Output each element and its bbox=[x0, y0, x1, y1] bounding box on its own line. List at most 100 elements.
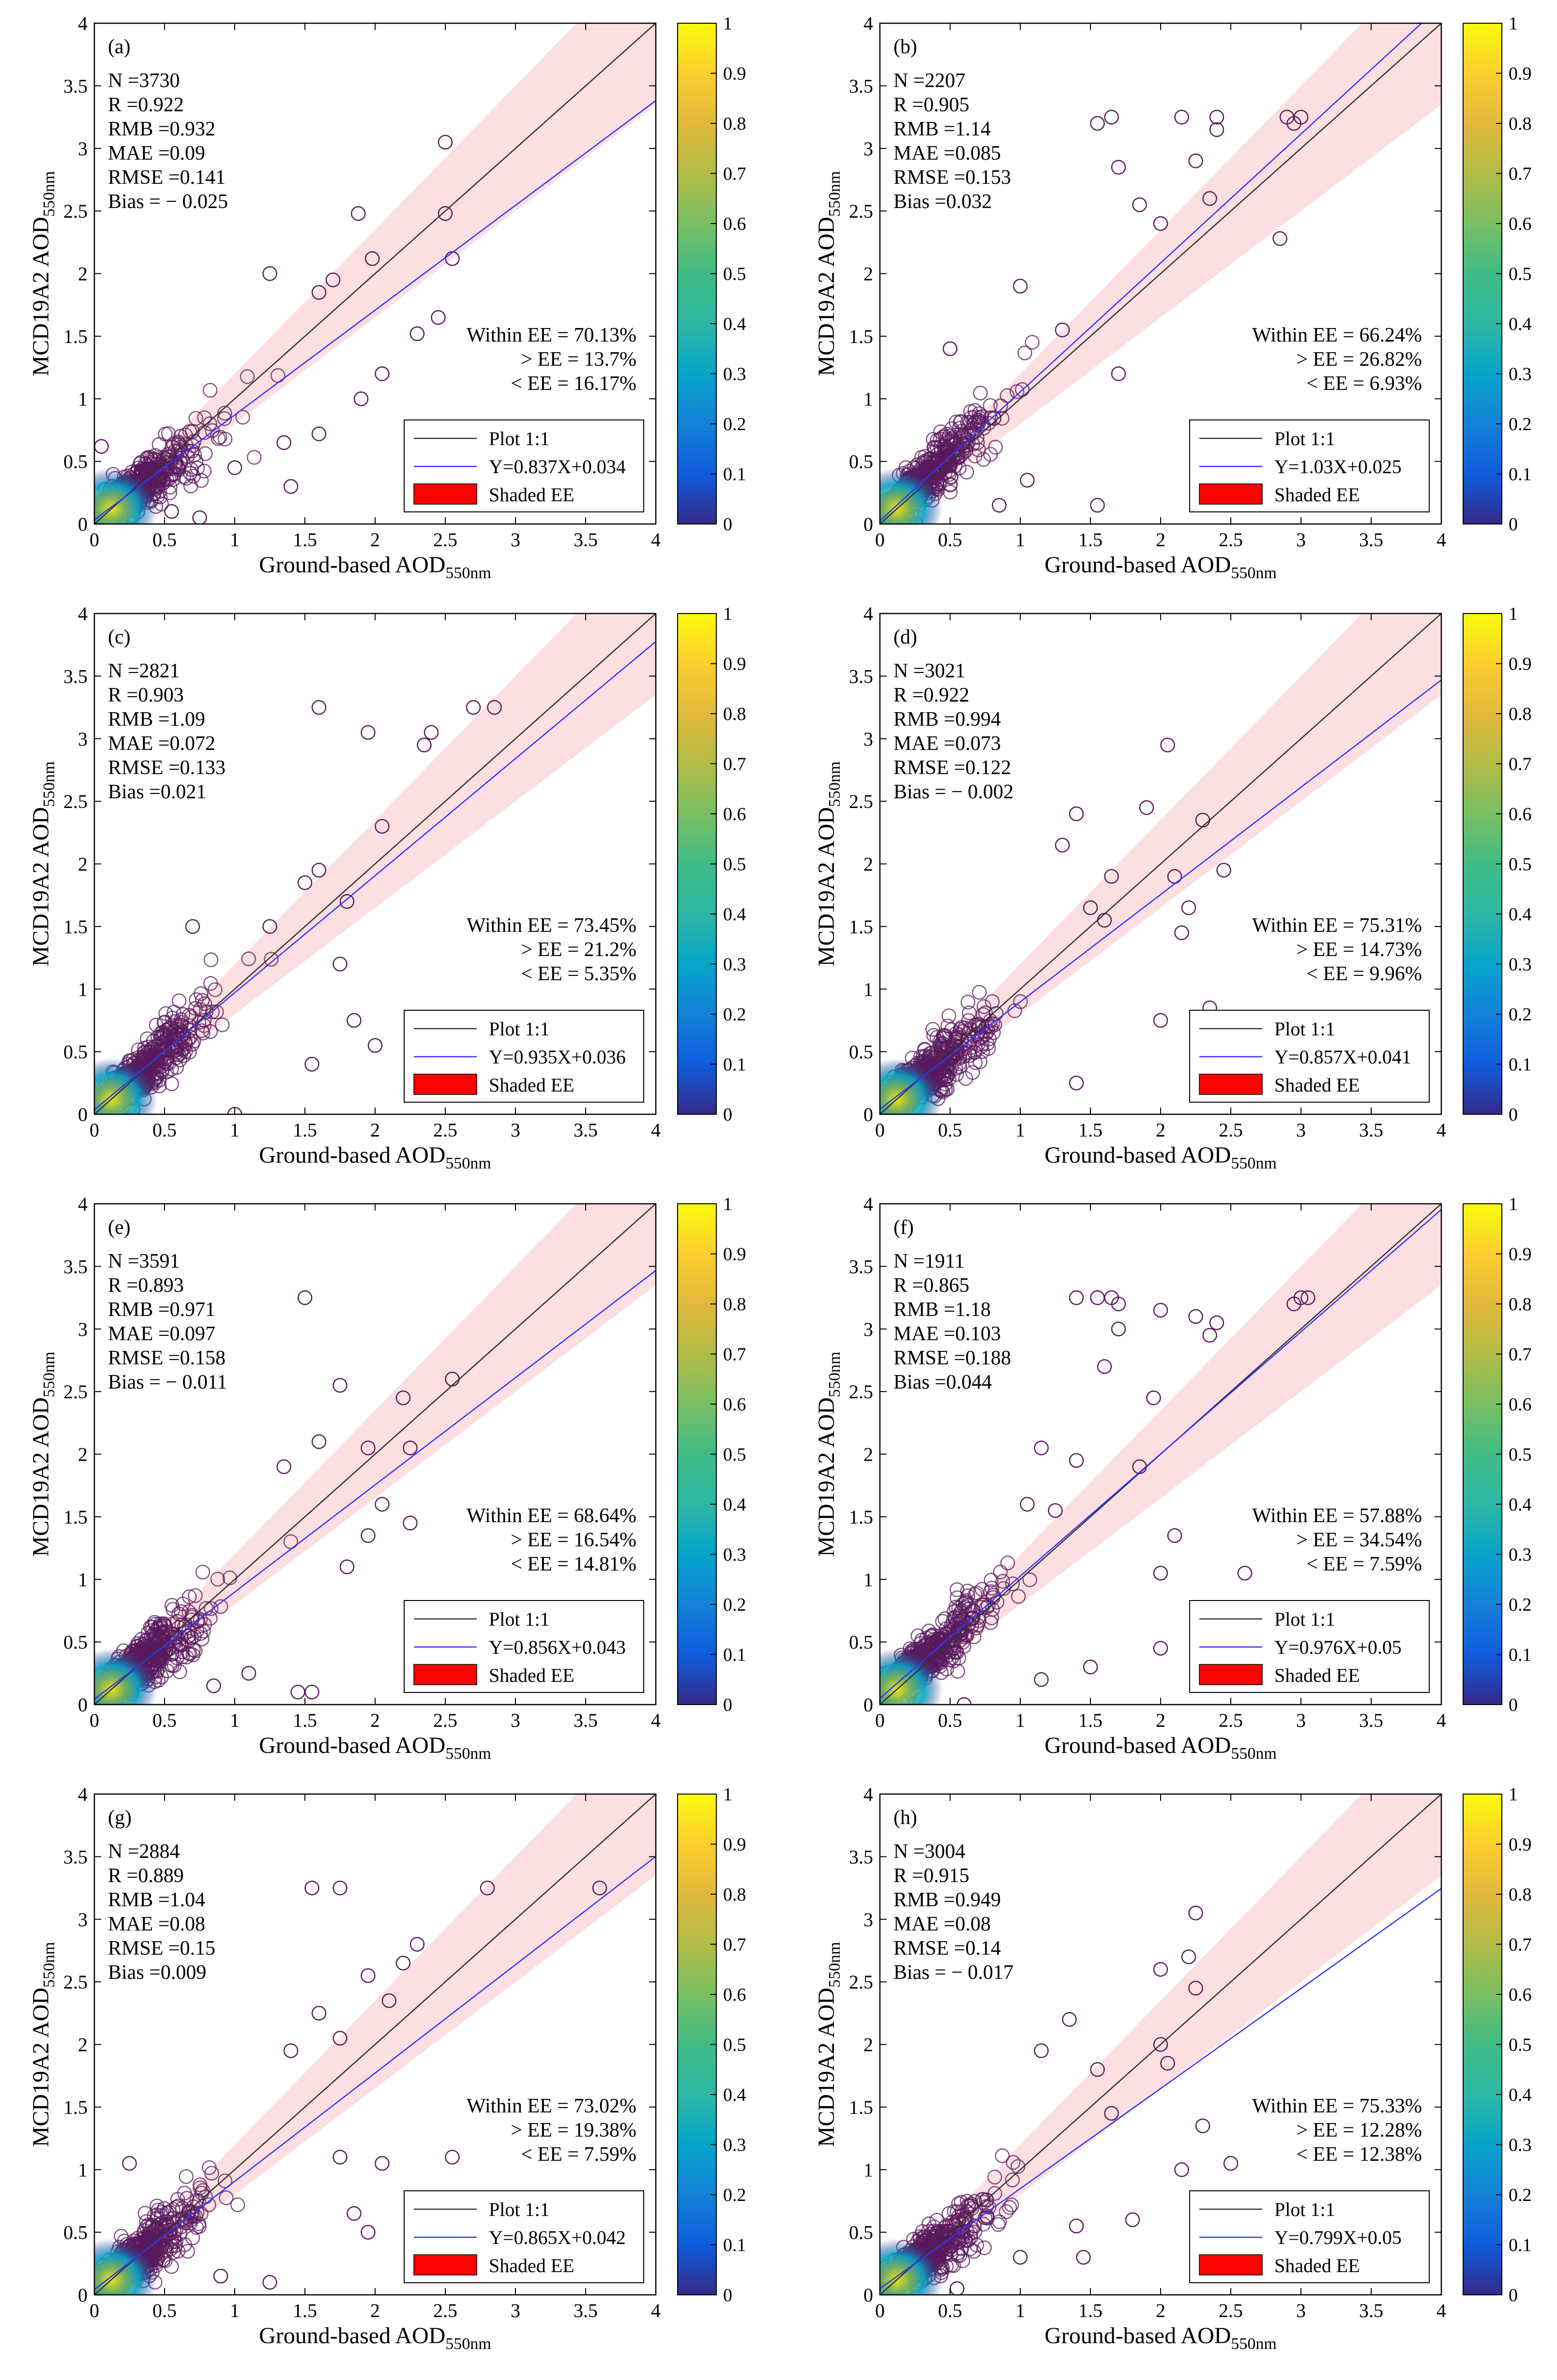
y-axis-label: MCD19A2 AOD550nm bbox=[814, 762, 844, 967]
scatter-point bbox=[227, 460, 242, 475]
plot-content bbox=[94, 1204, 656, 1705]
scatter-point bbox=[196, 1025, 211, 1041]
x-tick-label: 2.5 bbox=[433, 1709, 457, 1731]
y-axis-label: MCD19A2 AOD550nm bbox=[28, 171, 58, 376]
scatter-point bbox=[241, 951, 257, 966]
colorbar-tick-label: 0.9 bbox=[723, 654, 746, 674]
scatter-point bbox=[246, 449, 262, 465]
scatter-point bbox=[190, 1614, 205, 1629]
scatter-point bbox=[423, 725, 439, 740]
scatter-point bbox=[311, 1434, 327, 1449]
scatter-point bbox=[276, 435, 291, 450]
legend-fit-label: Y=0.837X+0.034 bbox=[489, 456, 626, 478]
colorbar-tick-label: 0.1 bbox=[723, 1055, 746, 1075]
x-tick-label: 1.5 bbox=[1078, 529, 1103, 551]
scatter-point bbox=[956, 1697, 972, 1705]
stat-text: R =0.922 bbox=[108, 94, 184, 116]
panel-label: (c) bbox=[108, 626, 131, 648]
scatter-point bbox=[158, 1006, 173, 1021]
colorbar-tick-label: 0.9 bbox=[723, 64, 746, 84]
scatter-point bbox=[188, 1588, 203, 1603]
scatter-point bbox=[1025, 335, 1040, 350]
scatter-point bbox=[970, 1617, 985, 1633]
one-to-one-line bbox=[880, 614, 1441, 1114]
x-tick-label: 0 bbox=[90, 1119, 99, 1141]
legend-one-to-one-label: Plot 1:1 bbox=[1274, 1608, 1335, 1630]
scatter-point bbox=[943, 477, 958, 492]
x-axis-label-main: Ground-based AOD bbox=[259, 552, 445, 578]
scatter-point bbox=[945, 1641, 960, 1656]
scatter-point bbox=[151, 467, 166, 482]
scatter-point bbox=[950, 1663, 966, 1679]
scatter-point bbox=[171, 461, 186, 476]
plot-content bbox=[94, 1794, 656, 2295]
scatter-point bbox=[1069, 1076, 1084, 1091]
x-tick-label: 1 bbox=[230, 529, 240, 551]
scatter-point bbox=[993, 1564, 1008, 1580]
ee-stat-text: > EE = 21.2% bbox=[521, 939, 636, 961]
y-tick-label: 1.5 bbox=[63, 326, 88, 347]
scatter-point bbox=[375, 819, 390, 834]
legend-shaded-swatch bbox=[1199, 1074, 1263, 1095]
scatter-panel-d: 0 0.5 1 1.5 2 2.5 3 3.5 400.511.522.533.54Ground… bbox=[814, 603, 1532, 1172]
scatter-point bbox=[960, 428, 975, 443]
scatter-point bbox=[1160, 737, 1175, 752]
y-tick-label: 0.5 bbox=[849, 1041, 873, 1063]
scatter-panel-a: 0 0.5 1 1.5 2 2.5 3 3.5 400.511.522.533.54Ground… bbox=[28, 13, 746, 582]
y-tick-label: 3 bbox=[78, 1318, 88, 1340]
scatter-point bbox=[970, 413, 985, 428]
x-tick-label: 3 bbox=[1296, 529, 1306, 551]
colorbar-tick-label: 0.9 bbox=[1509, 64, 1532, 84]
legend-shaded-swatch bbox=[413, 1664, 477, 1685]
scatter-point bbox=[438, 206, 453, 221]
colorbar-tick-label: 0.1 bbox=[723, 464, 746, 485]
panel-label: (e) bbox=[108, 1216, 131, 1239]
x-axis-label-sub: 550nm bbox=[445, 1154, 491, 1172]
y-tick-label: 3 bbox=[863, 728, 873, 750]
scatter-point bbox=[1055, 838, 1070, 853]
scatter-point bbox=[325, 272, 341, 287]
scatter-point bbox=[169, 1060, 184, 1075]
scatter-point bbox=[204, 2166, 219, 2181]
scatter-point bbox=[1083, 900, 1098, 915]
y-tick-label: 3.5 bbox=[849, 665, 873, 687]
y-tick-label: 2 bbox=[78, 263, 88, 285]
y-tick-label: 3.5 bbox=[63, 1256, 88, 1277]
colorbar-tick-label: 0.5 bbox=[723, 1445, 746, 1465]
x-axis-label: Ground-based AOD550nm bbox=[259, 1733, 491, 1763]
x-tick-label: 2 bbox=[1156, 529, 1165, 551]
scatter-point bbox=[965, 1610, 980, 1626]
scatter-point bbox=[967, 403, 983, 418]
scatter-point bbox=[1293, 109, 1309, 125]
scatter-point bbox=[945, 434, 961, 449]
panel-label: (d) bbox=[893, 626, 917, 648]
scatter-point bbox=[956, 1041, 971, 1056]
scatter-point bbox=[963, 1021, 978, 1036]
scatter-point bbox=[367, 1038, 383, 1053]
y-tick-label: 1.5 bbox=[63, 916, 88, 938]
colorbar-tick-label: 0 bbox=[723, 514, 732, 535]
stat-text: RMB =1.14 bbox=[893, 118, 991, 140]
scatter-point bbox=[364, 251, 380, 266]
legend-shaded-swatch bbox=[1199, 483, 1263, 505]
colorbar-tick-label: 0.8 bbox=[1509, 704, 1532, 724]
scatter-point bbox=[961, 1037, 976, 1052]
y-axis-label-main: MCD19A2 AOD bbox=[814, 1397, 839, 1557]
scatter-point bbox=[487, 700, 502, 715]
colorbar-tick-label: 0.8 bbox=[723, 114, 746, 134]
y-axis-label-sub: 550nm bbox=[826, 1352, 844, 1397]
colorbar-tick-label: 0.2 bbox=[1509, 1595, 1532, 1615]
ee-stat-text: > EE = 26.82% bbox=[1296, 348, 1422, 371]
scatter-point bbox=[1011, 1589, 1026, 1604]
ee-stat-text: Within EE = 66.24% bbox=[1252, 324, 1422, 346]
x-tick-label: 0.5 bbox=[152, 1709, 177, 1731]
scatter-point bbox=[1139, 800, 1154, 815]
scatter-point bbox=[203, 976, 218, 991]
ee-stat-text: Within EE = 68.64% bbox=[467, 1505, 636, 1527]
scatter-point bbox=[283, 1534, 299, 1549]
scatter-point bbox=[1020, 1497, 1035, 1512]
x-axis-label-main: Ground-based AOD bbox=[1044, 1142, 1231, 1168]
scatter-point bbox=[203, 952, 219, 968]
x-tick-label: 3.5 bbox=[1359, 1709, 1383, 1731]
stat-text: RMB =1.09 bbox=[108, 708, 205, 731]
